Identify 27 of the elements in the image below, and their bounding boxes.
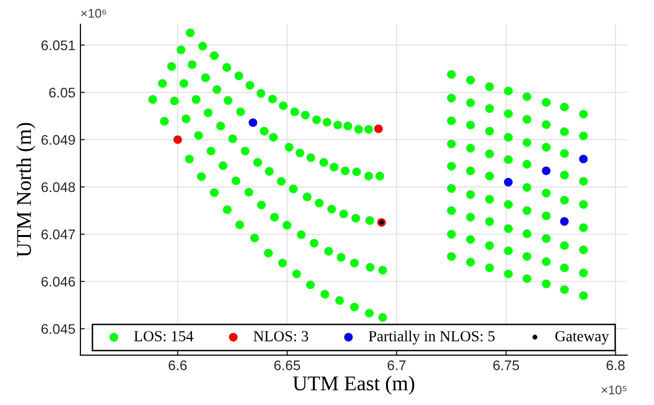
x-tick-label: 6.6 xyxy=(168,360,187,370)
point xyxy=(248,118,258,127)
y-tick-label: 6.05 xyxy=(49,88,75,98)
y-tick-label: 6.051 xyxy=(42,40,75,50)
x-axis-title: UTM East (m) xyxy=(292,376,414,395)
x-tick-label: 6.7 xyxy=(388,360,406,370)
legend-label: NLOS: 3 xyxy=(254,331,308,342)
y-tick-label: 6.046 xyxy=(42,276,75,287)
y-axis-title: UTM North (m) xyxy=(16,122,36,258)
point xyxy=(542,166,550,176)
y-tick-label: 6.049 xyxy=(42,134,75,145)
x-tick-label: 6.75 xyxy=(493,360,520,370)
y-tick-label: 6.045 xyxy=(42,324,75,334)
text: ×10⁶ xyxy=(81,8,106,18)
legend-label: LOS: 154 xyxy=(134,331,194,342)
legend-label: Gateway xyxy=(555,331,610,344)
x-tick-label: 6.8 xyxy=(606,360,625,370)
point xyxy=(504,178,513,186)
point xyxy=(579,154,588,164)
legend-label: Partially in NLOS: 5 xyxy=(368,330,495,344)
y-tick-label: 6.048 xyxy=(42,182,75,192)
point xyxy=(560,217,569,226)
y-tick-label: 6.047 xyxy=(42,230,75,240)
x-tick-label: 6.65 xyxy=(274,360,300,370)
point xyxy=(173,135,182,144)
point xyxy=(374,124,383,134)
text: ×10⁵ xyxy=(602,386,626,394)
